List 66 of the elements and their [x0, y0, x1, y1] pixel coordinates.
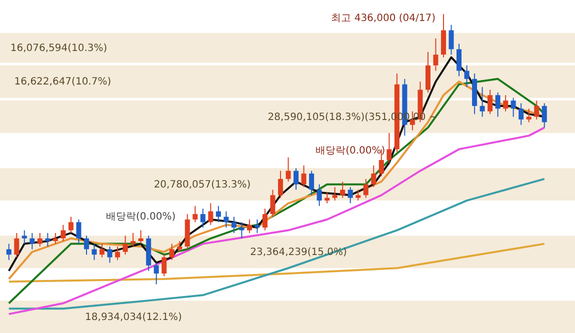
candlestick	[332, 186, 338, 202]
candlestick	[301, 164, 306, 188]
candlestick	[348, 186, 353, 204]
candlestick	[456, 43, 462, 77]
candlestick	[464, 64, 470, 88]
candlestick	[177, 240, 182, 252]
annotation: 최고 436,000 (04/17)	[331, 13, 436, 24]
candlestick	[371, 164, 376, 188]
candlestick	[14, 232, 20, 258]
candlestick	[286, 156, 291, 182]
candlestick	[270, 189, 276, 218]
candlestick	[356, 189, 361, 202]
candlestick	[60, 224, 66, 242]
candlestick	[340, 181, 346, 198]
candlestick	[162, 254, 167, 277]
candlestick	[216, 205, 221, 223]
candlestick	[192, 205, 198, 223]
candlestick	[324, 192, 330, 204]
candlestick	[22, 230, 27, 244]
candlestick	[510, 97, 516, 118]
band-label: 20,780,057(13.3%)	[154, 179, 251, 190]
band-label: 18,934,034(12.1%)	[85, 312, 182, 323]
candlestick	[76, 218, 82, 244]
candlestick	[45, 232, 50, 248]
candlestick	[363, 178, 368, 198]
candlestick	[30, 232, 35, 250]
candlestick	[433, 38, 438, 72]
candlestick	[488, 89, 493, 115]
candlestick	[534, 100, 540, 120]
candlestick	[503, 94, 508, 112]
candlestick	[526, 108, 532, 123]
candlestick	[495, 92, 500, 118]
candlestick	[169, 243, 174, 261]
candlestick	[542, 102, 547, 128]
candlestick	[254, 218, 260, 234]
candlestick	[100, 243, 105, 258]
candlestick	[294, 168, 299, 190]
candlestick	[224, 210, 229, 228]
candlestick	[107, 246, 112, 264]
candlestick	[246, 218, 252, 234]
candlestick	[262, 208, 268, 231]
band-label: 16,622,647(10.7%)	[14, 76, 112, 88]
candlestick	[138, 230, 144, 244]
candlestick	[52, 232, 58, 244]
band-label: 16,076,594(10.3%)	[10, 42, 108, 54]
candlestick	[200, 208, 206, 228]
candlestick	[115, 246, 120, 261]
candlestick	[239, 222, 244, 239]
candlestick	[122, 235, 128, 256]
candlestick	[278, 170, 284, 198]
candlestick	[316, 184, 322, 206]
candlestick	[448, 24, 454, 56]
candlestick	[84, 235, 89, 256]
candlestick	[37, 232, 42, 248]
candlestick	[208, 202, 214, 226]
candlestick	[480, 86, 485, 118]
candlestick	[231, 216, 236, 234]
annotation: 배당락(0.00%)	[106, 211, 176, 222]
candlestick	[518, 102, 524, 126]
candlestick	[386, 132, 392, 164]
candlestick	[68, 216, 74, 234]
candlestick	[309, 170, 314, 196]
candlestick	[154, 262, 159, 285]
candlestick	[130, 232, 136, 248]
candlestick	[92, 243, 97, 261]
candlestick	[6, 243, 12, 261]
